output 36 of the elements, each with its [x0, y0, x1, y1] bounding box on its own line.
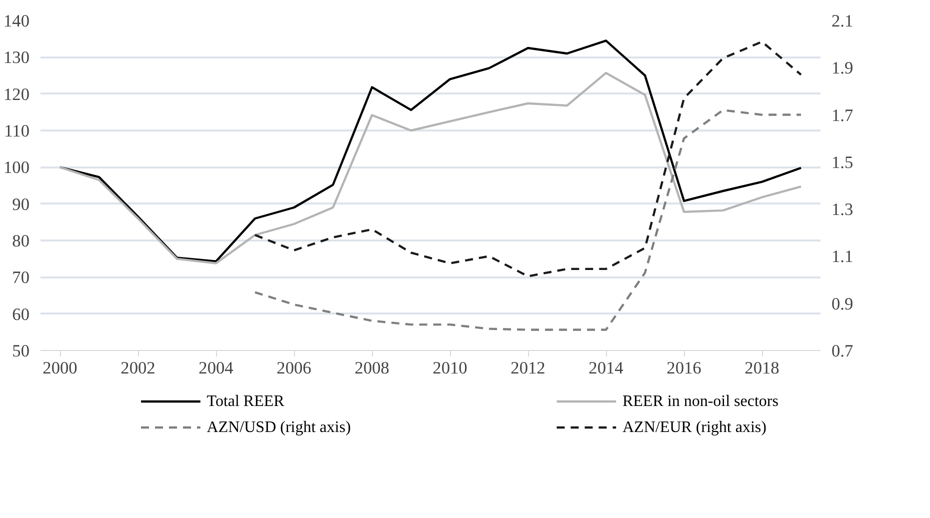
x-tick-label: 2014 [588, 358, 624, 378]
legend-label: Total REER [206, 393, 285, 410]
y2-tick-label: 1.3 [832, 200, 854, 220]
y2-tick-label: 1.5 [832, 152, 854, 172]
line-series [58, 72, 802, 264]
legend-label: AZN/USD (right axis) [206, 419, 351, 436]
y-tick-label: 120 [4, 84, 30, 104]
x-tick-label: 2006 [276, 358, 312, 378]
y2-tick-label: 0.7 [832, 342, 854, 360]
x-tick-label: 2002 [120, 358, 156, 378]
y-tick-label: 100 [4, 158, 30, 178]
y-tick-label: 50 [12, 342, 30, 360]
y-tick-label: 90 [12, 194, 30, 214]
y-tick-label: 140 [4, 12, 30, 30]
x-tick-label: 2008 [354, 358, 390, 378]
y-tick-label: 80 [12, 232, 30, 250]
y-tick-label: 60 [12, 304, 30, 324]
x-tick-label: 2004 [198, 358, 234, 378]
legend-label: AZN/EUR (right axis) [622, 419, 766, 436]
x-tick-label: 2000 [42, 358, 78, 378]
line-series [58, 40, 802, 262]
y-tick-label: 70 [12, 268, 30, 288]
x-tick-label: 2012 [510, 358, 546, 378]
x-tick-label: 2018 [744, 358, 780, 378]
y2-tick-label: 1.7 [832, 106, 854, 125]
x-tick-label: 2010 [432, 358, 468, 378]
y-tick-label: 130 [4, 48, 30, 68]
y2-tick-label: 1.9 [832, 58, 854, 78]
legend-label: REER in non-oil sectors [622, 393, 778, 410]
y-tick-label: 110 [4, 122, 30, 140]
line-series [254, 108, 802, 331]
y2-tick-label: 2.1 [832, 12, 854, 30]
line-series [254, 40, 802, 278]
y2-tick-label: 1.1 [832, 247, 854, 266]
x-tick-label: 2016 [666, 358, 702, 378]
y2-tick-label: 0.9 [832, 294, 854, 314]
